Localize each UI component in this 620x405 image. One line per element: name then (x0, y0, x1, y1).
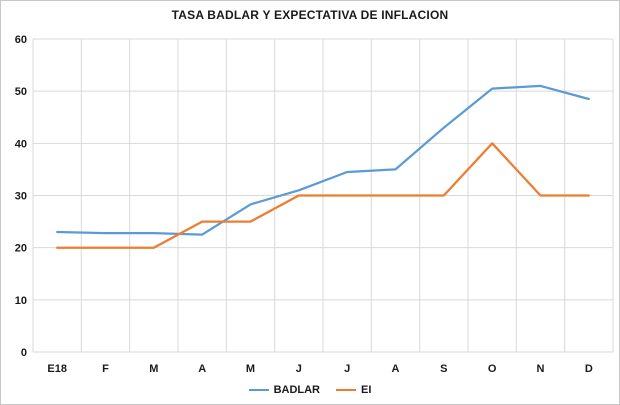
x-tick-label: J (296, 363, 302, 375)
legend: BADLAR EI (1, 384, 619, 396)
y-tick-label: 60 (15, 34, 27, 46)
legend-item-ei: EI (336, 384, 371, 396)
x-tick-label: S (440, 363, 447, 375)
y-tick-label: 10 (15, 295, 27, 307)
chart-title: TASA BADLAR Y EXPECTATIVA DE INFLACION (171, 8, 449, 22)
x-tick-label: N (537, 363, 545, 375)
x-tick-label: O (488, 363, 497, 375)
x-tick-label: J (344, 363, 350, 375)
legend-item-badlar: BADLAR (248, 384, 321, 396)
y-tick-label: 0 (21, 347, 27, 359)
x-tick-label: E18 (47, 363, 67, 375)
x-tick-label: F (102, 363, 109, 375)
badlar-line (56, 84, 590, 236)
x-tick-label: D (585, 363, 593, 375)
y-tick-label: 30 (15, 191, 27, 203)
x-tick-label: A (392, 363, 400, 375)
legend-label-ei: EI (361, 384, 372, 396)
badlar-line-swatch (248, 389, 269, 391)
x-tick-label: M (246, 363, 255, 375)
x-tick-label: A (198, 363, 206, 375)
x-tick-label: M (149, 363, 158, 375)
y-tick-label: 40 (15, 138, 27, 150)
y-tick-label: 20 (15, 243, 27, 255)
legend-label-badlar: BADLAR (273, 384, 321, 396)
ei-line-swatch (336, 389, 357, 391)
ei-line (56, 142, 590, 249)
y-tick-label: 50 (15, 86, 27, 98)
